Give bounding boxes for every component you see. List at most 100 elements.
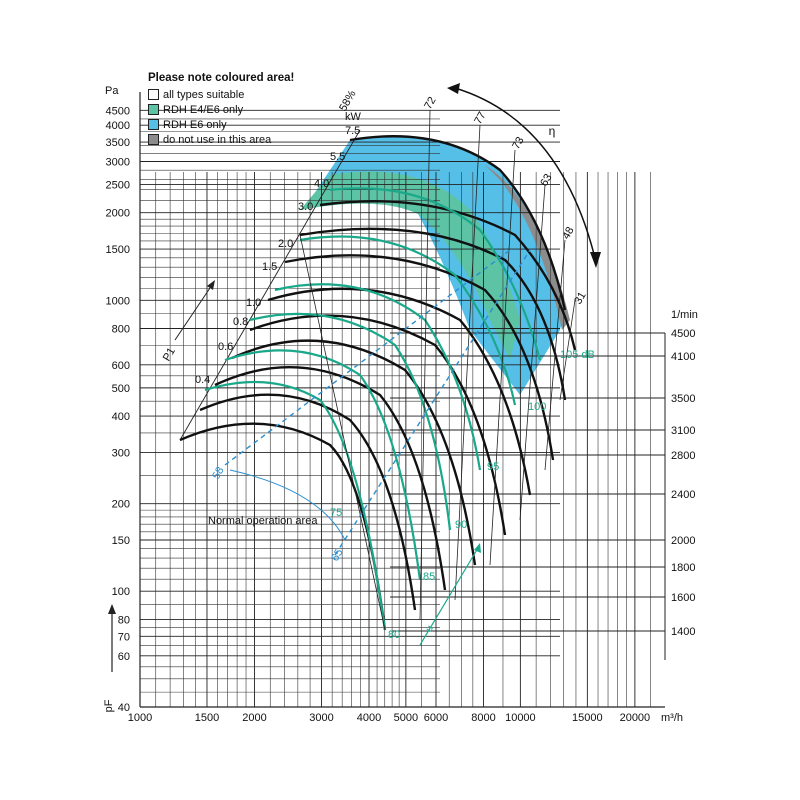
- y-unit-label: Pa: [105, 85, 119, 97]
- legend-item: RDH E6 only: [148, 117, 294, 132]
- legend-label: RDH E4/E6 only: [163, 103, 244, 116]
- y-tick-label: 1000: [106, 295, 130, 307]
- speed-tick-label: 2400: [671, 489, 695, 501]
- sound-label: 105 dB: [560, 349, 595, 361]
- legend-swatch: [148, 89, 159, 100]
- y-tick-label: 100: [112, 586, 130, 598]
- legend-swatch: [148, 104, 159, 115]
- operation-area-label: Normal operation area: [208, 515, 318, 527]
- y-tick-label: 2500: [106, 180, 130, 192]
- x-tick-label: 15000: [572, 712, 603, 724]
- y-tick-label: 4000: [106, 120, 130, 132]
- y-tick-label: 3500: [106, 137, 130, 149]
- operation-dashed-line: [334, 249, 531, 556]
- legend-title: Please note coloured area!: [148, 72, 295, 84]
- power-tick-label: 0.4: [195, 374, 210, 386]
- sound-label: 100: [528, 401, 546, 413]
- y-tick-label: 150: [112, 535, 130, 547]
- y-tick-label: 80: [118, 614, 130, 626]
- area-do-not-use: [485, 165, 570, 330]
- x-tick-label: 2000: [242, 712, 266, 724]
- speed-arrow-label: u: [424, 624, 436, 634]
- power-tick-label: 1.5: [262, 261, 277, 273]
- y-tick-label: 600: [112, 360, 130, 372]
- speed-tick-label: 1600: [671, 592, 695, 604]
- fan-curve: [319, 200, 577, 351]
- speed-tick-label: 2800: [671, 450, 695, 462]
- operation-annotation: 75: [330, 507, 342, 519]
- y-axis-arrowhead: [108, 604, 116, 614]
- y-tick-label: 4500: [106, 105, 130, 117]
- y-tick-label: 400: [112, 411, 130, 423]
- speed-tick-label: 3100: [671, 425, 695, 437]
- x-tick-label: 4000: [357, 712, 381, 724]
- sound-label: 85: [423, 571, 435, 583]
- efficiency-label: 48: [560, 225, 577, 242]
- fan-curve: [249, 314, 507, 536]
- chart-grid: [139, 92, 666, 708]
- x-tick-label: 10000: [505, 712, 536, 724]
- power-axis-arrow: [174, 284, 213, 341]
- legend-swatch: [148, 119, 159, 130]
- efficiency-arc-arrowhead: [590, 252, 601, 268]
- chart-legend: Please note coloured area! all types sui…: [148, 72, 294, 147]
- efficiency-line: [489, 149, 516, 566]
- efficiency-label: 77: [472, 110, 489, 127]
- fan-curve: [349, 135, 567, 311]
- power-unit-label: kW: [345, 111, 362, 123]
- fan-curve: [214, 366, 447, 591]
- y-tick-label: 500: [112, 383, 130, 395]
- efficiency-line: [419, 109, 431, 621]
- x-tick-label: 20000: [620, 712, 651, 724]
- power-tick-label: 2.0: [278, 238, 293, 250]
- power-tick-label: 5.5: [330, 151, 345, 163]
- efficiency-line: [519, 184, 546, 521]
- power-axis-label: P1: [161, 346, 178, 364]
- legend-label: all types suitable: [163, 88, 245, 101]
- operation-dashed-line: [224, 249, 511, 466]
- x-tick-label: 8000: [471, 712, 495, 724]
- fan-curve: [199, 393, 417, 611]
- sound-label: 95: [487, 461, 499, 473]
- efficiency-label: 73: [510, 135, 527, 152]
- y-tick-label: 800: [112, 323, 130, 335]
- sound-curve: [249, 312, 452, 531]
- efficiency-arc-arrow: [454, 87, 596, 259]
- power-axis-arrowhead: [207, 280, 215, 290]
- x-tick-label: 6000: [424, 712, 448, 724]
- y-tick-label: 200: [112, 499, 130, 511]
- y-tick-label: 70: [118, 631, 130, 643]
- legend-item: all types suitable: [148, 87, 294, 102]
- speed-tick-label: 1800: [671, 562, 695, 574]
- x-tick-label: 3000: [309, 712, 333, 724]
- sound-label: 90: [455, 519, 467, 531]
- speed-arrow-line: [419, 547, 479, 646]
- speed-tick-label: 4100: [671, 351, 695, 363]
- speed-tick-label: 1400: [671, 626, 695, 638]
- operation-annotation: 65: [329, 547, 346, 564]
- power-tick-label: 4.0: [314, 178, 329, 190]
- y-tick-label: 300: [112, 447, 130, 459]
- legend-label: do not use in this area: [163, 133, 272, 146]
- y-tick-label: 1500: [106, 244, 130, 256]
- y-tick-label: 40: [118, 702, 130, 714]
- operation-annotation: 58: [210, 465, 227, 482]
- x-tick-label: 1000: [128, 712, 152, 724]
- fan-curve: [231, 339, 477, 566]
- power-tick-label: 0.6: [218, 341, 233, 353]
- y-tick-label: 2000: [106, 208, 130, 220]
- speed-arrow-head: [474, 543, 481, 553]
- y-tick-label: 3000: [106, 156, 130, 168]
- y-tick-label: 60: [118, 651, 130, 663]
- speed-unit-label: 1/min: [671, 309, 698, 321]
- efficiency-symbol: η: [549, 124, 556, 138]
- efficiency-label: 72: [422, 95, 439, 112]
- fan-curve: [284, 254, 555, 461]
- y-axis-label: pF: [103, 699, 115, 712]
- speed-tick-label: 3500: [671, 393, 695, 405]
- speed-tick-label: 2000: [671, 535, 695, 547]
- sound-label: 80: [388, 629, 400, 641]
- sound-curve: [329, 187, 542, 361]
- chart-labels: 1000 1500 2000 3000 4000 5000 6000 8000 10000 150…: [103, 83, 698, 724]
